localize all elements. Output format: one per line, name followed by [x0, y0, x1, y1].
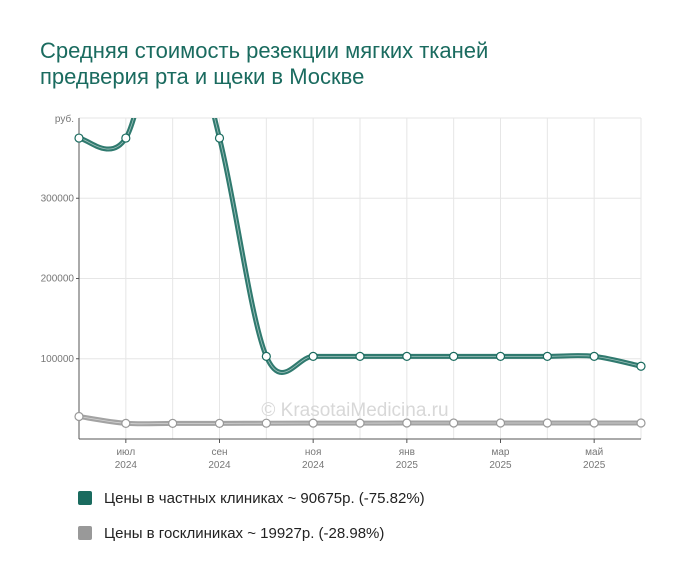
legend-item-private[interactable]: Цены в частных клиниках ~ 90675р. (-75.8…: [78, 487, 425, 509]
data-point-public: [214, 418, 225, 428]
x-tick-label-year: 2025: [396, 460, 419, 471]
data-point-private: [121, 133, 131, 143]
data-point-private: [449, 351, 459, 361]
legend-label-private: Цены в частных клиниках ~ 90675р. (-75.8…: [104, 489, 425, 507]
x-tick-label-month: май: [585, 447, 603, 458]
x-tick-label-month: июл: [116, 447, 135, 458]
x-tick-label-year: 2025: [489, 460, 512, 471]
x-tick-label-year: 2025: [583, 460, 606, 471]
data-point-private: [589, 351, 599, 361]
legend-item-public[interactable]: Цены в госклиниках ~ 19927р. (-28.98%): [78, 522, 425, 544]
data-point-public: [261, 418, 271, 428]
data-point-private: [495, 351, 506, 361]
x-tick-label-year: 2024: [208, 460, 231, 471]
axes: 100000 200000 300000 руб. июл 2024 сен 2024 ноя 2…: [41, 113, 641, 471]
data-point-public: [636, 418, 646, 428]
legend: Цены в частных клиниках ~ 90675р. (-75.8…: [78, 487, 425, 544]
data-point-public: [542, 418, 552, 428]
data-point-public: [495, 418, 506, 428]
data-point-public: [402, 418, 412, 428]
y-tick-label: 200000: [41, 274, 75, 285]
x-tick-label-month: ноя: [305, 447, 322, 458]
data-point-private: [355, 351, 365, 361]
data-point-private: [636, 361, 646, 371]
data-point-public: [121, 418, 131, 428]
data-point-private: [308, 351, 318, 361]
x-tick-label-month: мар: [492, 447, 510, 458]
y-tick-label: 100000: [41, 354, 75, 365]
chart-title-line-2: предверия рта и щеки в Москве: [40, 64, 365, 89]
y-unit-label: руб.: [55, 113, 74, 125]
data-point-public: [74, 411, 84, 422]
legend-swatch-public: [78, 526, 92, 540]
data-point-public: [308, 418, 318, 428]
watermark: © KrasotaiMedicina.ru: [261, 400, 448, 421]
data-point-public: [449, 418, 459, 428]
data-point-private: [74, 133, 84, 143]
x-tick-label-month: янв: [399, 447, 415, 458]
chart-title-line-1: Средняя стоимость резекции мягких тканей: [40, 38, 489, 63]
chart-title: Средняя стоимость резекции мягких тканей…: [40, 38, 488, 90]
legend-label-public: Цены в госклиниках ~ 19927р. (-28.98%): [104, 524, 385, 542]
data-point-private: [214, 133, 225, 143]
data-point-public: [589, 418, 599, 428]
data-point-public: [168, 418, 178, 428]
legend-swatch-private: [78, 491, 92, 505]
data-point-public: [355, 418, 365, 428]
y-tick-label: 300000: [41, 193, 75, 204]
x-tick-label-month: сен: [211, 447, 227, 458]
x-tick-label-year: 2024: [302, 460, 325, 471]
data-point-private: [261, 351, 271, 361]
data-point-private: [542, 351, 552, 361]
data-points: [74, 133, 646, 428]
grid: [78, 117, 642, 439]
data-point-private: [402, 351, 412, 361]
x-tick-label-year: 2024: [115, 460, 138, 471]
